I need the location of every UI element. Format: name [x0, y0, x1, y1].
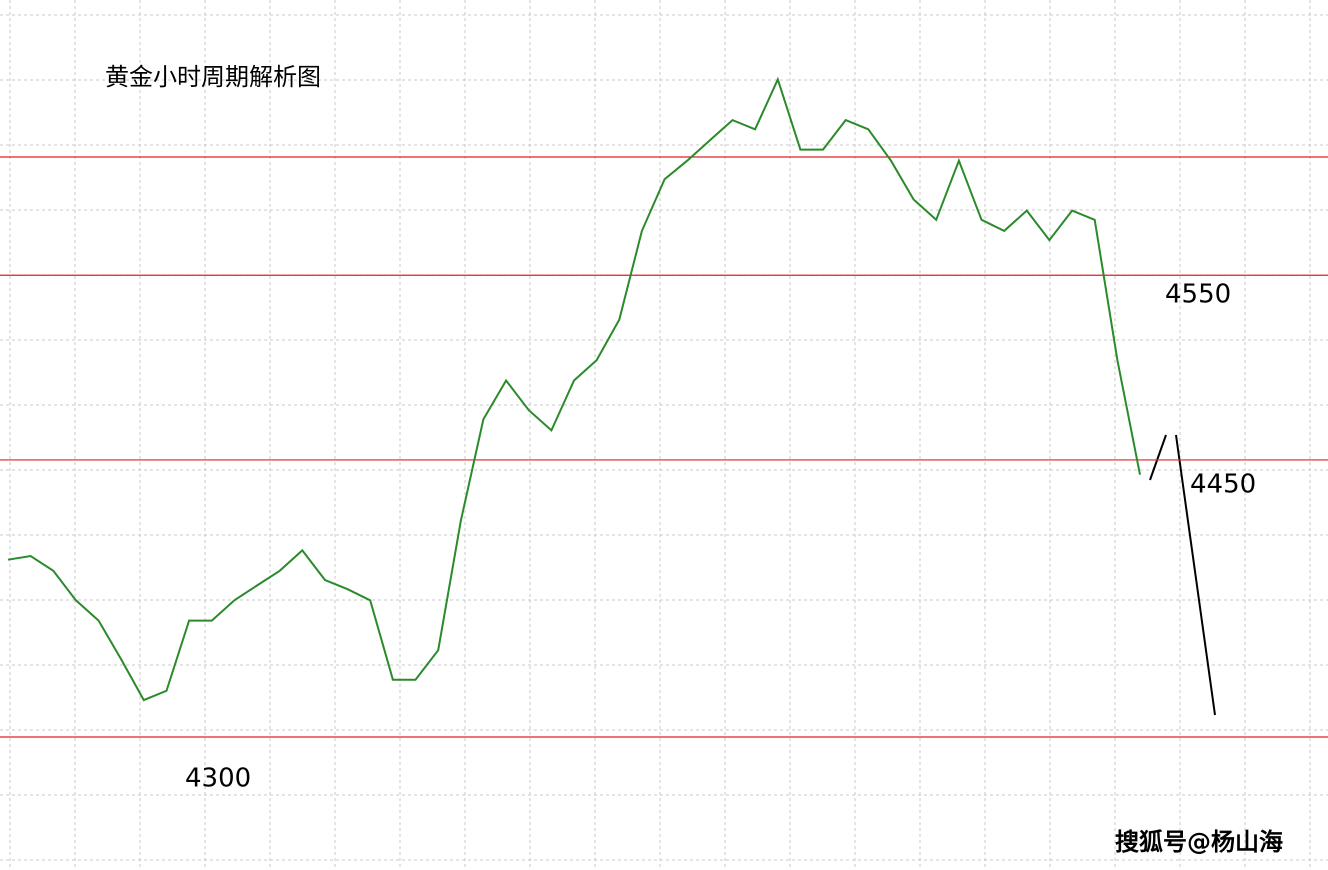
level-label: 4550: [1165, 280, 1231, 310]
annotation-arrow: [1149, 434, 1167, 481]
watermark: 搜狐号@杨山海: [1115, 828, 1283, 856]
annotation-arrow: [1175, 434, 1216, 716]
price-line: [7, 76, 1141, 702]
level-label: 4450: [1190, 469, 1256, 499]
chart-title: 黄金小时周期解析图: [105, 63, 321, 91]
level-label: 4300: [185, 764, 251, 794]
